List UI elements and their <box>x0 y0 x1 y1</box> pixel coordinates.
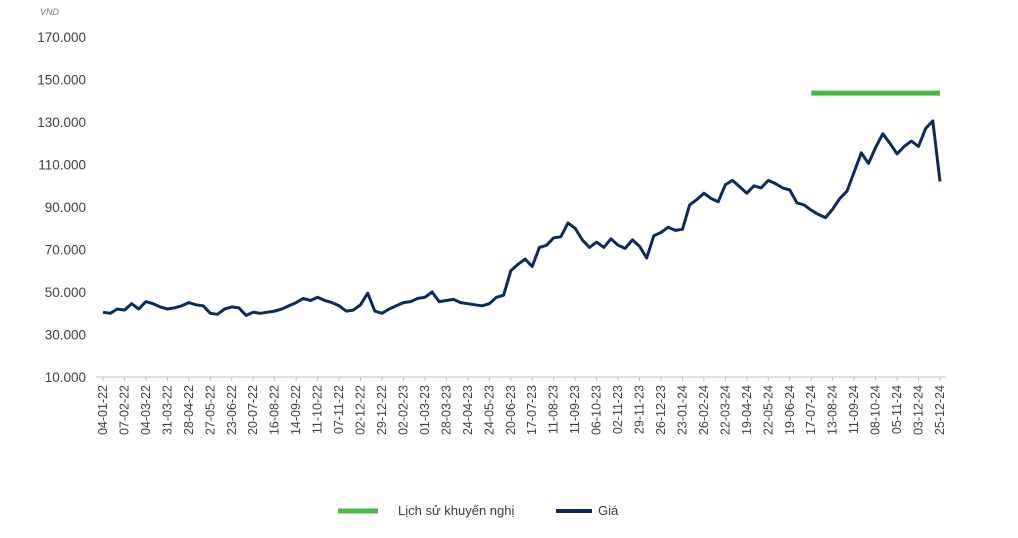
y-tick-label: 110.000 <box>38 158 86 173</box>
legend-label-price: Giá <box>598 503 619 518</box>
x-tick-label: 06-10-23 <box>590 385 604 435</box>
x-tick-label: 14-09-22 <box>289 385 303 435</box>
x-tick-label: 11-09-23 <box>568 385 582 434</box>
x-tick-label: 05-11-24 <box>890 385 904 434</box>
x-tick-label: 22-05-24 <box>761 385 775 435</box>
y-unit-label: VND <box>40 7 60 17</box>
x-axis-ticks: 04-01-22 07-02-22 04-03-22 31-03-22 28-04-22… <box>96 377 947 435</box>
y-tick-label: 170.000 <box>37 30 86 45</box>
x-tick-label: 27-05-22 <box>203 385 217 435</box>
x-tick-label: 02-02-23 <box>396 385 410 435</box>
x-tick-label: 19-04-24 <box>740 385 754 435</box>
y-tick-label: 30.000 <box>45 328 86 343</box>
x-tick-label: 13-08-24 <box>826 385 840 435</box>
series-layer <box>102 90 942 317</box>
x-tick-label: 31-03-22 <box>160 385 174 435</box>
x-tick-label: 19-06-24 <box>783 385 797 435</box>
legend-item-price[interactable]: Giá <box>556 503 619 518</box>
y-tick-label: 130.000 <box>37 115 86 130</box>
x-tick-label: 28-03-23 <box>439 385 453 435</box>
x-tick-label: 11-09-24 <box>847 385 861 434</box>
series-line-price <box>102 119 942 317</box>
x-tick-label: 20-06-23 <box>504 385 518 435</box>
y-tick-label: 10.000 <box>45 370 86 385</box>
y-tick-label: 70.000 <box>45 243 86 258</box>
legend: Lịch sử khuyến nghị Giá <box>338 503 619 518</box>
x-tick-label: 04-03-22 <box>139 385 153 435</box>
x-tick-label: 26-12-23 <box>654 385 668 435</box>
x-tick-label: 26-02-24 <box>697 385 711 435</box>
x-tick-label: 07-02-22 <box>117 385 131 435</box>
x-tick-label: 17-07-24 <box>804 385 818 435</box>
x-tick-label: 04-01-22 <box>96 385 110 435</box>
x-tick-label: 11-08-23 <box>547 385 561 434</box>
x-tick-label: 23-01-24 <box>675 385 689 435</box>
x-tick-label: 11-10-22 <box>311 385 325 434</box>
x-tick-label: 22-03-24 <box>718 385 732 435</box>
x-tick-label: 17-07-23 <box>525 385 539 435</box>
x-tick-label: 29-11-23 <box>633 385 647 434</box>
y-tick-label: 90.000 <box>45 200 86 215</box>
x-tick-label: 23-06-22 <box>225 385 239 435</box>
x-tick-label: 07-11-22 <box>332 385 346 434</box>
x-tick-label: 01-03-23 <box>418 385 432 435</box>
x-tick-label: 29-12-22 <box>375 385 389 435</box>
x-tick-label: 28-04-22 <box>182 385 196 435</box>
x-tick-label: 24-05-23 <box>482 385 496 435</box>
x-tick-label: 03-12-24 <box>912 385 926 435</box>
x-tick-label: 24-04-23 <box>461 385 475 435</box>
y-tick-label: 50.000 <box>45 285 86 300</box>
y-axis-ticks: 170.000 150.000 130.000 110.000 90.000 70.000… <box>37 30 86 385</box>
legend-item-recommendation[interactable]: Lịch sử khuyến nghị <box>338 503 514 518</box>
x-tick-label: 02-11-23 <box>611 385 625 434</box>
x-tick-label: 08-10-24 <box>869 385 883 435</box>
x-tick-label: 16-08-22 <box>268 385 282 435</box>
x-tick-label: 20-07-22 <box>246 385 260 435</box>
x-tick-label: 25-12-24 <box>933 385 947 435</box>
legend-label-recommendation: Lịch sử khuyến nghị <box>398 503 514 518</box>
y-tick-label: 150.000 <box>37 73 86 88</box>
x-tick-label: 02-12-22 <box>354 385 368 435</box>
